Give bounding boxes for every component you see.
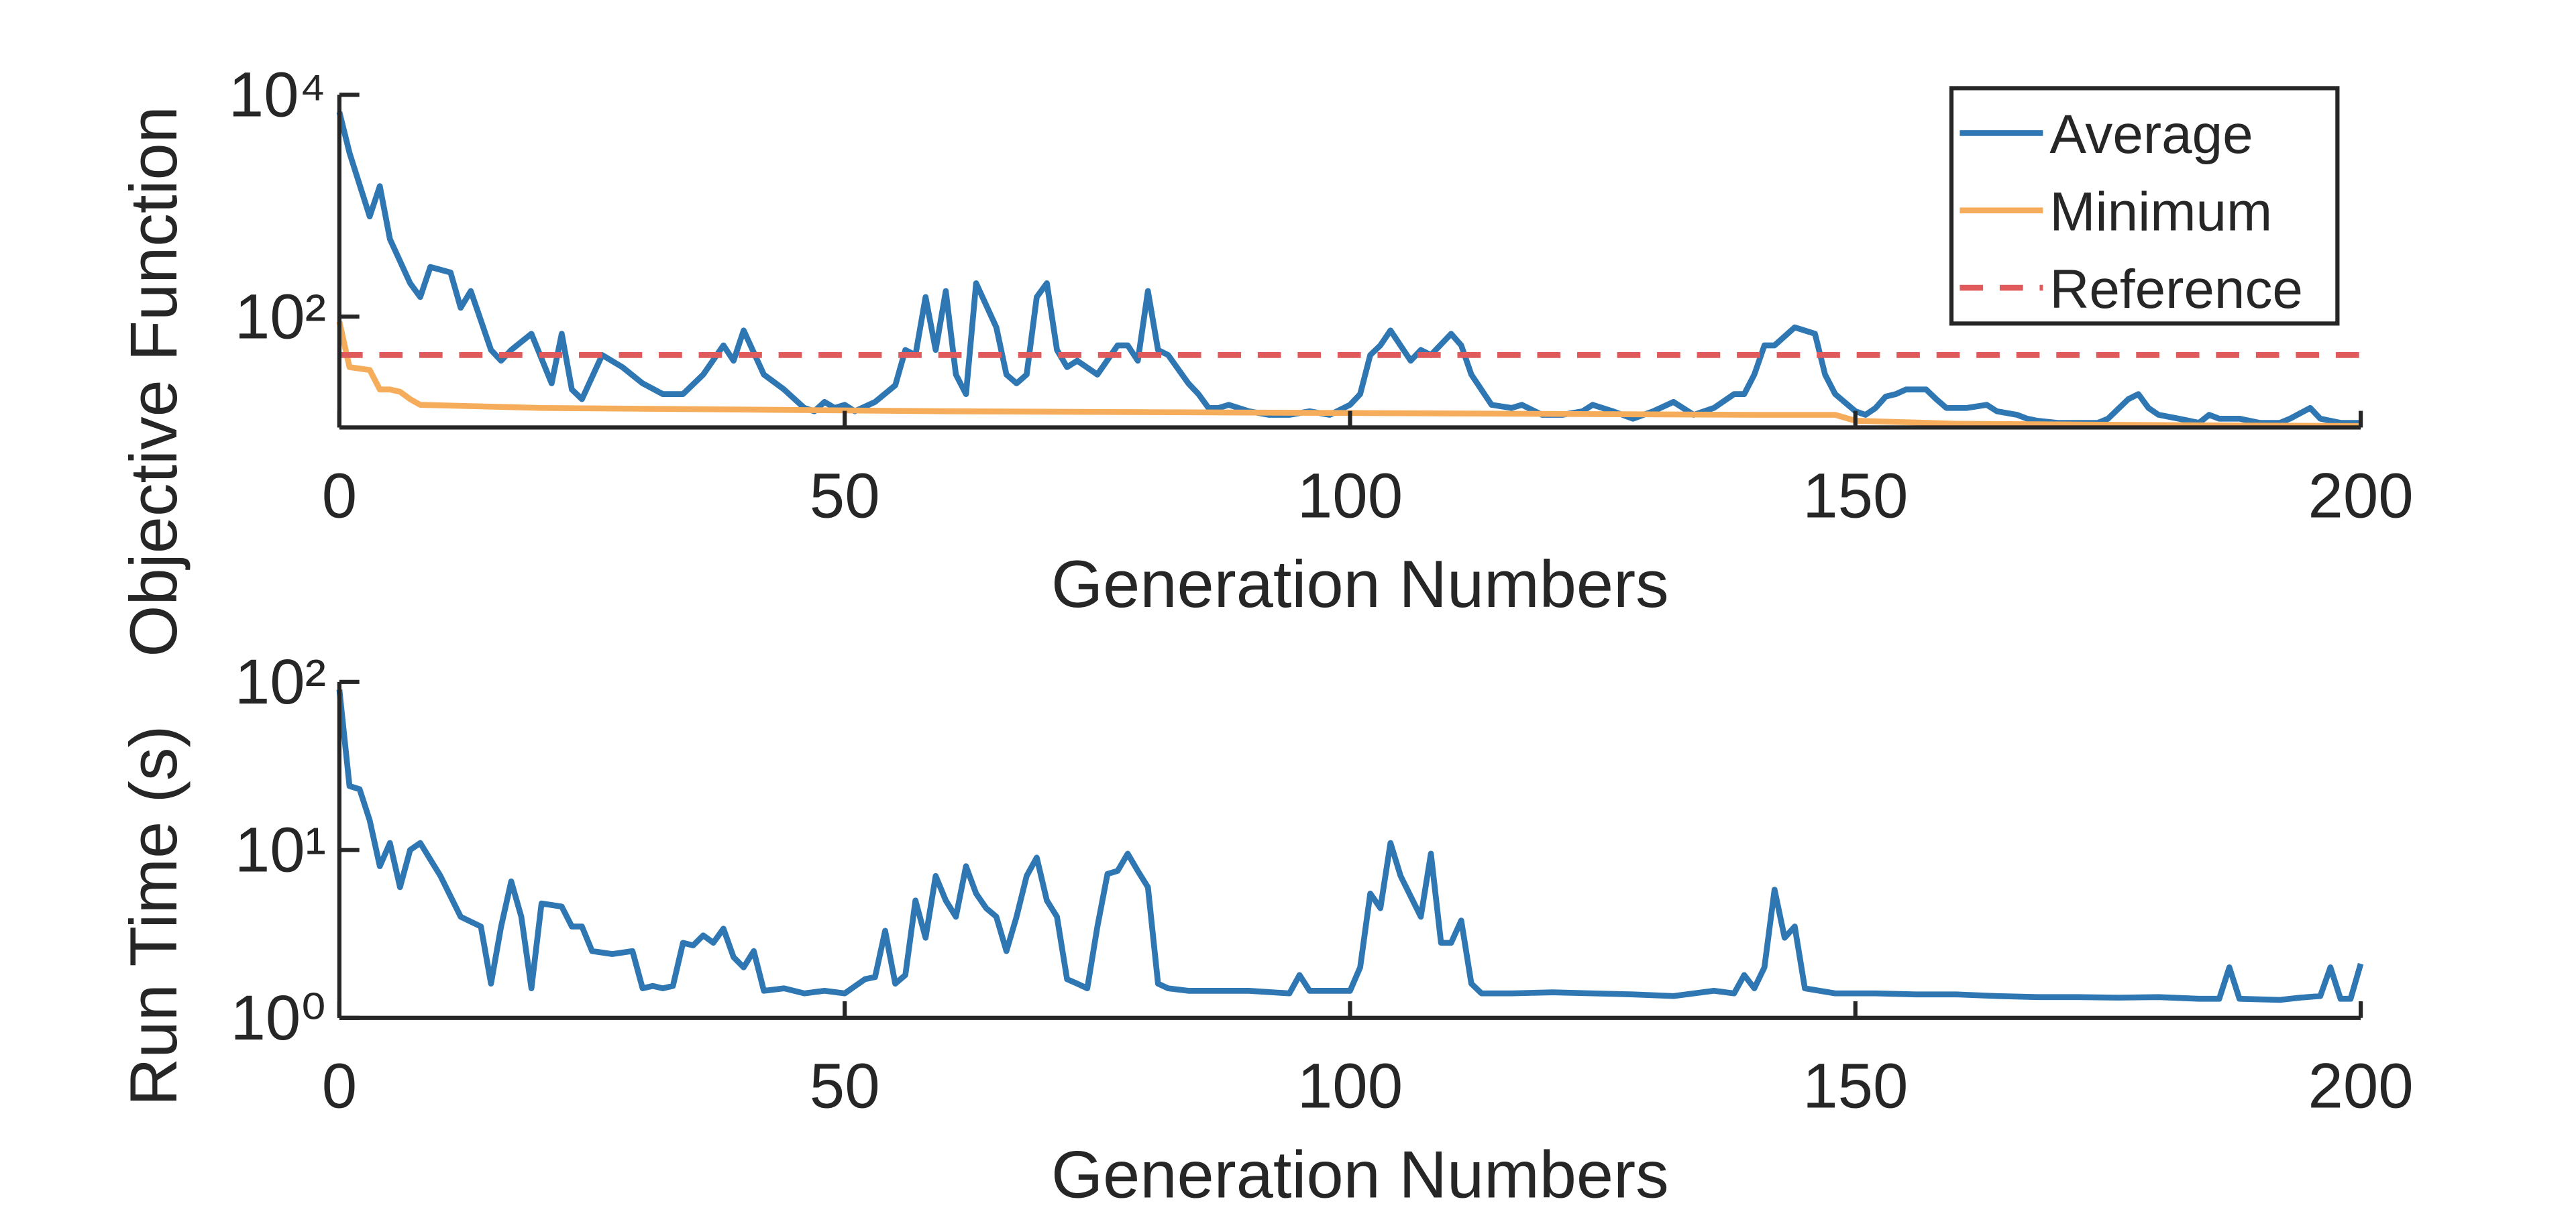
legend-label: Average [2049, 104, 2253, 165]
x-tick-label: 200 [2308, 460, 2413, 530]
y-tick-label: 10² [235, 647, 326, 717]
y-tick-label: 10² [235, 281, 326, 351]
x-tick-label: 150 [1803, 460, 1908, 530]
legend-label: Reference [2049, 259, 2303, 320]
x-tick-label: 50 [810, 460, 880, 530]
x-tick-label: 0 [322, 460, 357, 530]
x-axis-label: Generation Numbers [1051, 547, 1669, 622]
x-axis-label: Generation Numbers [1051, 1138, 1669, 1213]
y-axis-label: Run Time (s) [117, 726, 191, 1107]
y-axis-label: Objective Function [117, 106, 191, 657]
series-line [336, 321, 2361, 429]
x-tick-label: 100 [1297, 460, 1403, 530]
x-tick-label: 200 [2308, 1051, 2413, 1121]
y-tick-label: 10⁰ [230, 983, 326, 1053]
x-tick-label: 100 [1297, 1051, 1403, 1121]
legend-box [1949, 86, 2340, 326]
y-tick-label: 10⁴ [229, 60, 326, 130]
legend-label: Minimum [2049, 182, 2272, 243]
x-tick-label: 150 [1803, 1051, 1908, 1121]
y-tick-label: 10¹ [235, 815, 326, 885]
series-line [336, 689, 2364, 1003]
x-tick-label: 0 [322, 1051, 357, 1121]
x-tick-label: 50 [810, 1051, 880, 1121]
